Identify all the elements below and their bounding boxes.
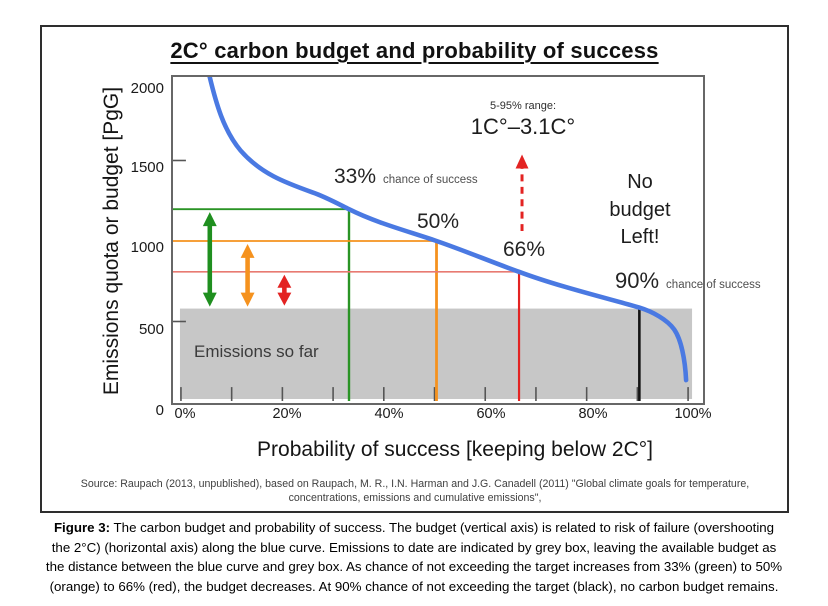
annotation-90pct: 90% chance of success bbox=[615, 268, 761, 294]
orange-budget-arrow bbox=[240, 243, 255, 307]
ref-line-66-red bbox=[173, 271, 521, 402]
annotation-33pct: 33% chance of success bbox=[334, 165, 478, 189]
figure-number-label: Figure 3: bbox=[53, 520, 111, 535]
chart-title: 2C° carbon budget and probability of suc… bbox=[170, 38, 659, 63]
annotation-66pct: 66% bbox=[503, 238, 546, 261]
range-annotation-value: 1C°–3.1C° bbox=[470, 114, 576, 139]
y-tick-label-1500: 1500 bbox=[130, 159, 164, 176]
source-citation: Source: Raupach (2013, unpublished), bas… bbox=[48, 477, 782, 505]
red-budget-arrow bbox=[277, 274, 292, 306]
y-axis-ticks bbox=[173, 159, 186, 323]
caption-line-3: the distance between the blue curve and … bbox=[45, 559, 783, 575]
annotation-50pct: 50% bbox=[417, 210, 460, 233]
caption-line-4: (orange) to 66% (red), the budget decrea… bbox=[49, 578, 779, 594]
annotation-90pct-value: 90% bbox=[615, 268, 660, 293]
source-line-2: concentrations, emissions and cumulative… bbox=[288, 492, 542, 504]
figure-caption: Figure 3: The carbon budget and probabil… bbox=[6, 518, 822, 596]
x-tick-label-40: 40% bbox=[374, 406, 404, 422]
green-budget-arrow bbox=[202, 212, 217, 307]
range-dashed-arrow bbox=[515, 154, 529, 232]
annotation-33pct-suffix: chance of success bbox=[383, 174, 478, 186]
x-axis-title: Probability of success [keeping below 2C… bbox=[257, 438, 653, 461]
budget-curve bbox=[207, 77, 689, 383]
chart-canvas bbox=[173, 77, 693, 402]
caption-line-1: Figure 3: The carbon budget and probabil… bbox=[53, 520, 775, 535]
source-line-1: Source: Raupach (2013, unpublished), bas… bbox=[80, 478, 750, 490]
annotation-33pct-value: 33% bbox=[334, 165, 377, 188]
y-tick-label-0: 0 bbox=[155, 402, 164, 419]
x-tick-label-100: 100% bbox=[674, 406, 712, 422]
ref-line-50-orange bbox=[173, 240, 438, 402]
x-tick-label-0: 0% bbox=[174, 406, 196, 422]
caption-line-2: the 2°C) (horizontal axis) along the blu… bbox=[51, 539, 777, 555]
x-axis-ticks bbox=[180, 387, 689, 402]
x-tick-label-60: 60% bbox=[476, 406, 506, 422]
annotation-90pct-suffix: chance of success bbox=[666, 279, 761, 291]
no-budget-left-label: No budget Left! bbox=[609, 171, 671, 249]
x-tick-label-80: 80% bbox=[578, 406, 608, 422]
emissions-so-far-label: Emissions so far bbox=[194, 342, 319, 361]
x-tick-label-20: 20% bbox=[272, 406, 302, 422]
range-annotation: 5-95% range: 1C°–3.1C° bbox=[448, 100, 598, 140]
y-tick-label-2000: 2000 bbox=[130, 80, 164, 97]
plot-area bbox=[171, 75, 705, 405]
y-tick-label-1000: 1000 bbox=[130, 239, 164, 256]
y-tick-label-500: 500 bbox=[138, 321, 164, 338]
range-annotation-header: 5-95% range: bbox=[489, 100, 557, 112]
